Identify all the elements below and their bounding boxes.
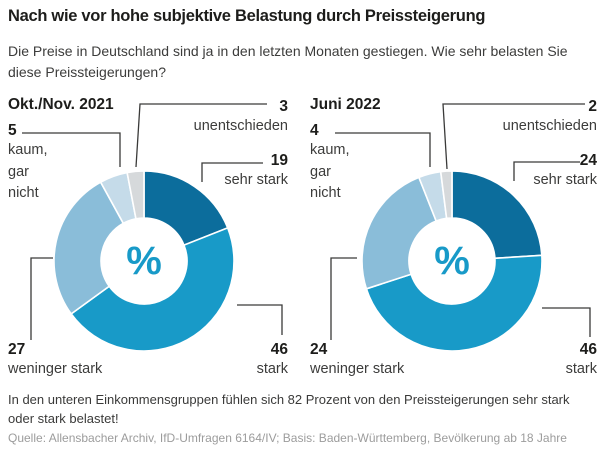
label-weniger-stark: 27 weninger stark bbox=[8, 341, 102, 381]
leader-line-stark bbox=[542, 307, 591, 337]
leader-line-unentschieden bbox=[135, 103, 267, 168]
donut-chart bbox=[22, 103, 283, 352]
donut-segment-unentschieden bbox=[439, 170, 453, 220]
label-text: kaum, bbox=[310, 142, 350, 158]
label-weniger-stark: 24 weninger stark bbox=[310, 341, 404, 381]
leader-line-unentschieden bbox=[442, 103, 585, 170]
page-title: Nach wie vor hohe subjektive Belastung d… bbox=[8, 7, 486, 25]
donut-segment-unentschieden bbox=[126, 170, 145, 220]
leader-line-kaum bbox=[335, 132, 431, 167]
label-value: 3 bbox=[279, 98, 288, 115]
label-text: unentschieden bbox=[193, 118, 288, 134]
label-value: 24 bbox=[310, 341, 328, 358]
donut-segment-weninger-stark bbox=[361, 176, 438, 290]
label-sehr-stark: 19 sehr stark bbox=[224, 152, 288, 192]
chart-panel-okt-nov-2021: Okt./Nov. 2021 % 5 kaum, gar nicht 3 une… bbox=[0, 95, 290, 387]
label-value: 24 bbox=[579, 152, 597, 169]
footer-note: In den unteren Einkommensgruppen fühlen … bbox=[8, 392, 570, 426]
label-value: 27 bbox=[8, 341, 26, 358]
leader-line-sehr-stark bbox=[513, 161, 580, 181]
label-stark: 46 stark bbox=[566, 341, 597, 381]
label-text: gar bbox=[310, 163, 331, 180]
leader-line-weniger-stark bbox=[330, 257, 357, 340]
donut-segment-stark bbox=[365, 254, 543, 352]
label-text: weninger stark bbox=[310, 361, 405, 377]
label-kaum-gar-nicht: 4 kaum, gar nicht bbox=[310, 122, 350, 205]
label-stark: 46 stark bbox=[257, 341, 288, 381]
leader-line-weniger-stark bbox=[30, 257, 53, 340]
label-text: sehr stark bbox=[224, 172, 288, 188]
label-value: 46 bbox=[579, 341, 597, 358]
donut-chart bbox=[330, 103, 591, 352]
chart-panel-juni-2022: Juni 2022 % 4 kaum, gar nicht 2 unentsch… bbox=[302, 95, 599, 387]
label-text: weninger stark bbox=[8, 361, 103, 377]
donut-segment-stark bbox=[70, 226, 235, 352]
label-value: 19 bbox=[270, 152, 288, 169]
label-value: 5 bbox=[8, 122, 17, 139]
donut-center-label: % bbox=[126, 239, 162, 283]
label-text: stark bbox=[565, 361, 597, 377]
label-value: 4 bbox=[310, 122, 319, 139]
source-line: Quelle: Allensbacher Archiv, IfD-Umfrage… bbox=[8, 431, 567, 445]
page-subtitle: Die Preise in Deutschland sind ja in den… bbox=[8, 43, 568, 80]
label-text: nicht bbox=[310, 185, 341, 201]
label-unentschieden: 3 unentschieden bbox=[194, 98, 288, 138]
label-unentschieden: 2 unentschieden bbox=[503, 98, 597, 138]
label-text: stark bbox=[256, 361, 288, 377]
label-text: gar bbox=[8, 163, 29, 180]
label-value: 2 bbox=[588, 98, 597, 115]
label-value: 46 bbox=[270, 341, 288, 358]
leader-line-sehr-stark bbox=[201, 162, 263, 182]
leader-line-stark bbox=[237, 304, 283, 335]
label-text: nicht bbox=[8, 185, 39, 201]
panel-title: Okt./Nov. 2021 bbox=[8, 96, 114, 113]
label-text: sehr stark bbox=[533, 172, 597, 188]
label-text: kaum, bbox=[8, 142, 48, 158]
label-text: unentschieden bbox=[502, 118, 597, 134]
label-kaum-gar-nicht: 5 kaum, gar nicht bbox=[8, 122, 48, 205]
leader-line-kaum bbox=[22, 132, 121, 167]
donut-center-label: % bbox=[434, 239, 470, 283]
donut-segment-weninger-stark bbox=[53, 181, 125, 316]
panel-title: Juni 2022 bbox=[310, 96, 381, 113]
donut-segment-sehr-stark bbox=[451, 170, 543, 260]
label-sehr-stark: 24 sehr stark bbox=[533, 152, 597, 192]
